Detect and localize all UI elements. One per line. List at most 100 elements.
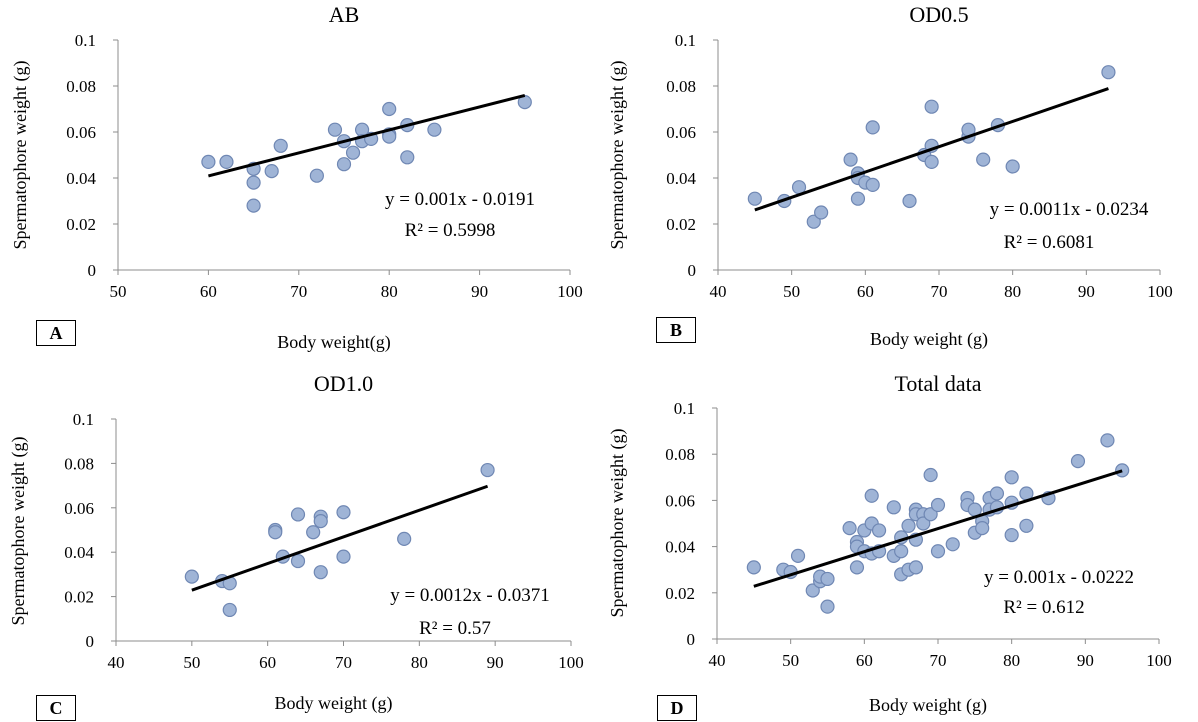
y-tick-label: 0.04 — [66, 169, 96, 188]
data-point — [908, 560, 923, 575]
y-tick-label: 0.06 — [666, 123, 696, 142]
x-tick-label: 100 — [557, 282, 583, 301]
data-point — [1100, 433, 1115, 448]
data-point — [814, 205, 829, 220]
data-point — [400, 150, 415, 165]
y-axis-label: Spermatophore weight (g) — [607, 61, 628, 250]
panel-b: OD0.5 0 0.02 0.04 0.06 0.08 0.1 40 50 60 70 80 90 100… — [599, 0, 1198, 361]
trendline — [754, 87, 1109, 212]
data-point — [747, 191, 762, 206]
data-point — [246, 198, 261, 213]
y-axis-label: Spermatophore weight (g) — [607, 429, 628, 618]
data-point — [901, 518, 916, 533]
data-point — [790, 548, 806, 563]
trend-equation: y = 0.001x - 0.0191 — [385, 189, 535, 210]
x-tick-label: 70 — [930, 651, 947, 670]
data-point — [849, 560, 865, 575]
data-point — [843, 152, 858, 167]
x-axis-label: Body weight (g) — [870, 329, 988, 350]
panel-label-a: A — [36, 320, 76, 346]
x-tick-label: 90 — [1078, 282, 1095, 301]
x-tick-label: 40 — [710, 282, 727, 301]
y-tick-label: 0 — [687, 630, 696, 649]
data-point — [865, 177, 880, 192]
y-tick-label: 0.08 — [66, 77, 96, 96]
data-point — [345, 145, 361, 160]
data-point — [871, 523, 887, 538]
panel-a: AB 0 0.02 0.04 0.06 0.08 0.1 50 60 70 80 90 100 Body … — [0, 0, 599, 361]
y-tick-label: 0.06 — [665, 491, 695, 510]
y-tick-label: 0.02 — [64, 588, 94, 607]
x-tick-label: 60 — [259, 653, 276, 672]
x-tick-label: 50 — [782, 651, 799, 670]
chart-title: OD1.0 — [314, 371, 373, 396]
x-tick-label: 60 — [200, 282, 217, 301]
data-point — [1101, 65, 1116, 80]
panel-label-c: C — [36, 695, 76, 721]
x-tick-label: 60 — [857, 282, 874, 301]
y-tick-label: 0.04 — [665, 538, 695, 557]
y-tick-label: 0.08 — [665, 445, 695, 464]
x-tick-label: 100 — [558, 653, 584, 672]
data-point — [850, 191, 866, 206]
x-tick-label: 80 — [411, 653, 428, 672]
x-tick-label: 80 — [381, 282, 398, 301]
data-point — [306, 525, 321, 540]
y-tick-label: 0.02 — [66, 215, 96, 234]
chart-total-data: Total data 0 0.02 0.04 0.06 0.08 0.1 40 50 60 70 80… — [607, 371, 1172, 716]
data-point — [902, 193, 917, 209]
data-point — [184, 569, 199, 584]
trend-equation: y = 0.0011x - 0.0234 — [990, 199, 1149, 220]
data-point — [427, 122, 442, 137]
panel-label-b: B — [656, 317, 696, 343]
panel-c: OD1.0 0 0.02 0.04 0.06 0.08 0.1 40 50 60 70 80 90 100… — [0, 361, 599, 722]
data-point — [1004, 470, 1019, 485]
data-point — [975, 521, 990, 536]
y-tick-label: 0.1 — [674, 399, 695, 418]
data-point — [273, 138, 288, 153]
trend-equation: y = 0.001x - 0.0222 — [984, 567, 1134, 588]
data-point — [1004, 527, 1019, 543]
trendline — [753, 469, 1123, 588]
y-tick-label: 0 — [86, 632, 95, 651]
y-tick-label: 0.04 — [64, 543, 94, 562]
trend-r-squared: R² = 0.57 — [419, 618, 491, 639]
x-axis-label: Body weight (g) — [869, 695, 987, 716]
x-tick-label: 80 — [1004, 282, 1021, 301]
data-point — [820, 599, 835, 614]
y-axis-label: Spermatophore weight (g) — [10, 61, 31, 250]
x-tick-label: 100 — [1147, 282, 1173, 301]
y-axis-label: Spermatophore weight (g) — [8, 437, 29, 626]
x-tick-label: 50 — [110, 282, 127, 301]
chart-od10: OD1.0 0 0.02 0.04 0.06 0.08 0.1 40 50 60 70 80 90 100… — [8, 371, 584, 714]
data-point — [313, 514, 328, 529]
y-tick-label: 0.08 — [64, 454, 94, 473]
data-point — [219, 154, 234, 169]
data-point — [327, 122, 343, 137]
data-point — [924, 99, 939, 114]
chart-title: AB — [329, 2, 360, 27]
chart-ab: AB 0 0.02 0.04 0.06 0.08 0.1 50 60 70 80 90 100 Body … — [10, 2, 583, 353]
data-point — [865, 120, 880, 135]
data-point — [313, 565, 328, 580]
data-point — [842, 521, 857, 536]
data-point — [1005, 159, 1020, 174]
data-point — [930, 497, 946, 513]
data-point — [924, 154, 939, 169]
data-point — [382, 101, 397, 117]
y-tick-label: 0.1 — [73, 410, 94, 429]
trend-r-squared: R² = 0.6081 — [1004, 232, 1095, 253]
data-point — [222, 602, 237, 618]
data-point — [1070, 454, 1086, 469]
x-tick-label: 70 — [290, 282, 307, 301]
data-point — [976, 152, 991, 167]
data-point — [336, 549, 351, 564]
data-point — [886, 500, 901, 515]
trendline — [191, 484, 489, 592]
x-tick-label: 40 — [709, 651, 726, 670]
data-point — [246, 175, 261, 190]
x-tick-label: 50 — [783, 282, 800, 301]
data-point — [1115, 463, 1130, 478]
data-point — [290, 507, 306, 522]
data-point — [1019, 518, 1034, 533]
